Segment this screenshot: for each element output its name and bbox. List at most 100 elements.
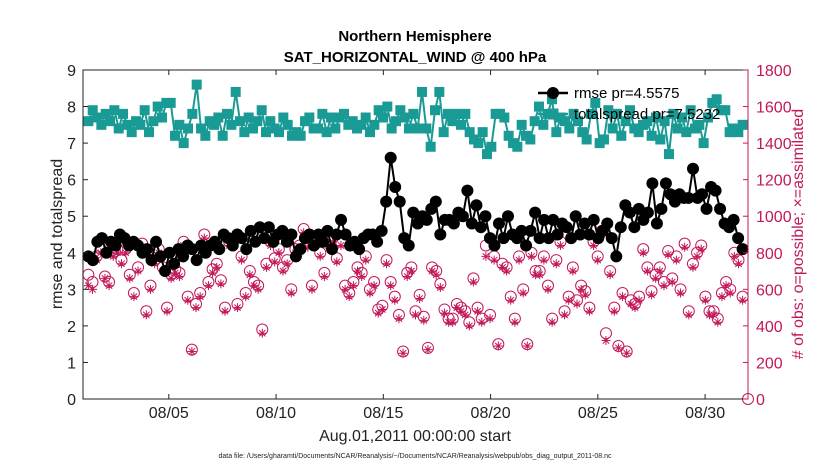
totalspread-point [178, 138, 189, 149]
obs-assimilated-point [647, 290, 657, 300]
totalspread-point [92, 112, 103, 123]
obs-assimilated-point [634, 295, 644, 305]
rmse-point [502, 210, 515, 223]
totalspread-point [663, 149, 674, 160]
totalspread-point [109, 105, 120, 116]
totalspread-point [577, 127, 588, 138]
rmse-point [402, 239, 415, 252]
obs-assimilated-point [203, 281, 213, 291]
rmse-point [316, 235, 329, 248]
totalspread-point [317, 108, 328, 119]
rmse-point [538, 213, 551, 226]
totalspread-point [148, 116, 159, 127]
totalspread-point [399, 112, 410, 123]
totalspread-point [624, 105, 635, 116]
totalspread-point [360, 112, 371, 123]
obs-assimilated-point [88, 284, 98, 294]
y-tick-label-left: 6 [67, 173, 76, 190]
obs-assimilated-point [721, 281, 731, 291]
rmse-point [687, 162, 700, 175]
rmse-point [330, 228, 343, 241]
totalspread-point [486, 141, 497, 152]
obs-assimilated-point [411, 310, 420, 320]
obs-assimilated-point [473, 306, 483, 316]
totalspread-point [499, 112, 510, 123]
rmse-point [610, 250, 623, 263]
rmse-point [303, 228, 316, 241]
rmse-point [587, 213, 600, 226]
totalspread-point [429, 105, 440, 116]
totalspread-point [421, 123, 432, 134]
legend-totalspread-marker [547, 108, 559, 120]
obs-assimilated-point [522, 341, 532, 351]
obs-assimilated-point [667, 277, 677, 287]
totalspread-point [438, 127, 449, 138]
rmse-point [249, 235, 262, 248]
rmse-point [492, 217, 505, 230]
rmse-point [465, 217, 478, 230]
obs-assimilated-point [423, 345, 433, 355]
obs-assimilated-point [622, 348, 632, 358]
rmse-point [86, 254, 99, 267]
rmse-point [384, 151, 397, 164]
rmse-point [732, 232, 745, 245]
rmse-point [736, 243, 749, 256]
obs-assimilated-point [369, 281, 379, 291]
totalspread-point [737, 119, 748, 130]
obs-assimilated-point [406, 266, 416, 276]
totalspread-point [395, 105, 406, 116]
left-y-axis-label: rmse and totalspread [49, 159, 66, 309]
totalspread-point [295, 130, 306, 141]
totalspread-point [702, 112, 713, 123]
obs-assimilated-point [377, 304, 387, 314]
obs-assimilated-point [261, 262, 271, 272]
obs-assimilated-point [116, 259, 126, 269]
x-tick-label: 08/05 [149, 405, 189, 422]
y-tick-label-right: 200 [756, 355, 783, 372]
obs-assimilated-point [584, 306, 594, 316]
obs-assimilated-point [580, 290, 590, 300]
obs-assimilated-point [630, 303, 640, 313]
rmse-point [285, 228, 298, 241]
y-tick-label-right: 1800 [756, 63, 792, 80]
rmse-point [709, 184, 722, 197]
obs-assimilated-point [551, 259, 561, 269]
x-axis-label: Aug.01,2011 00:00:00 start [319, 428, 511, 445]
obs-assimilated-point [386, 281, 396, 291]
obs-assimilated-point [402, 272, 412, 282]
rmse-point [213, 243, 226, 256]
rmse-point [714, 202, 727, 215]
totalspread-point [447, 116, 458, 127]
totalspread-point [378, 112, 389, 123]
x-tick-label: 08/20 [471, 405, 511, 422]
obs-assimilated-point [506, 295, 516, 305]
obs-assimilated-point [141, 310, 151, 320]
totalspread-point [230, 86, 241, 97]
obs-assimilated-point [183, 295, 193, 305]
obs-assimilated-point [468, 277, 478, 287]
totalspread-point [538, 119, 549, 130]
obs-assimilated-point [170, 268, 180, 278]
obs-assimilated-point [555, 240, 565, 250]
rmse-point [434, 228, 447, 241]
totalspread-point [451, 108, 462, 119]
y-tick-label-right: 1200 [756, 173, 792, 190]
rmse-point [226, 239, 239, 252]
totalspread-point [252, 116, 263, 127]
totalspread-point [733, 127, 744, 138]
y-tick-label-right: 0 [756, 392, 765, 409]
totalspread-point [174, 119, 185, 130]
totalspread-point [434, 86, 445, 97]
legend-rmse-label: rmse pr=4.5575 [574, 85, 679, 102]
obs-assimilated-point [315, 251, 325, 261]
rmse-point [574, 228, 587, 241]
obs-assimilated-point [680, 242, 690, 252]
rmse-point [488, 239, 501, 252]
totalspread-point [616, 130, 627, 141]
rmse-point [696, 188, 709, 201]
obs-assimilated-point [249, 281, 259, 291]
rmse-point [520, 239, 533, 252]
rmse-point [470, 199, 483, 212]
totalspread-point [213, 112, 224, 123]
totalspread-point [139, 105, 150, 116]
